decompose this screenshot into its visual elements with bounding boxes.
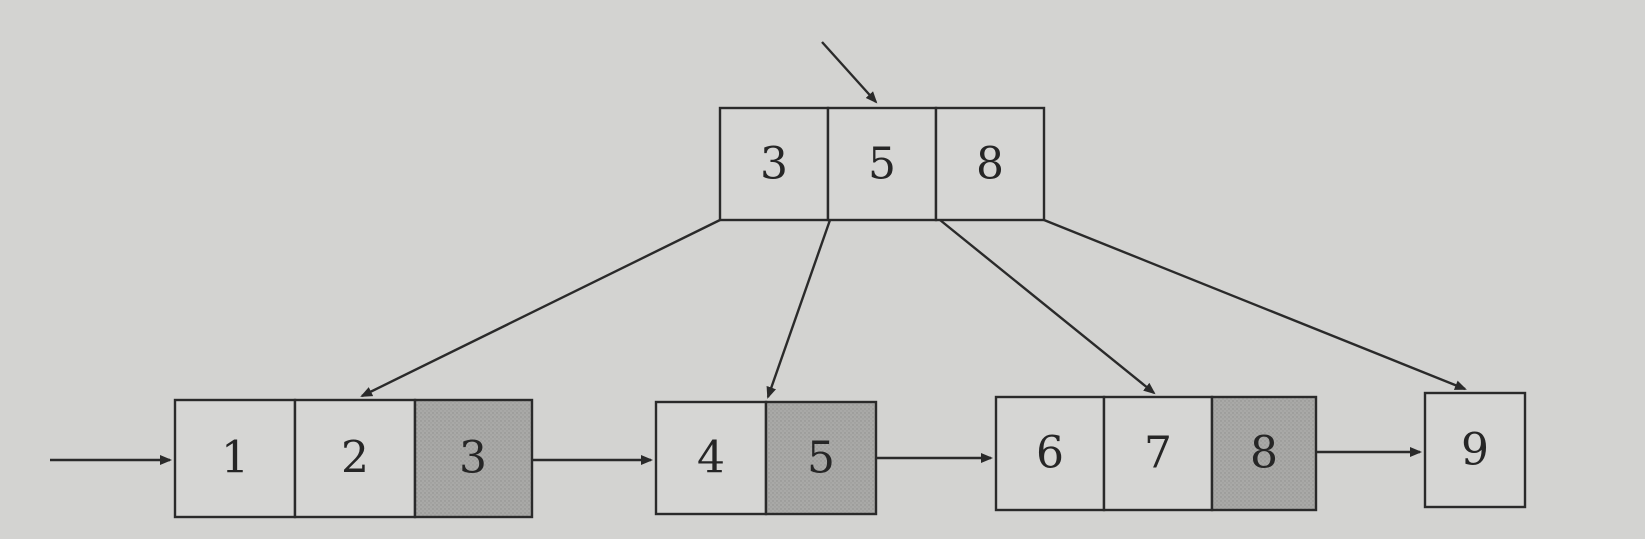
root-to-leaf-1-arrow [360, 218, 721, 398]
leaf-1-cell-1 [293, 398, 417, 519]
root-cell-2 [934, 106, 1046, 222]
root-cell-1 [826, 106, 938, 222]
root-to-leaf-3-arrow [939, 219, 1156, 395]
leaf-3-key-2: 8 [1250, 428, 1278, 479]
leaf-4-key-0: 9 [1461, 425, 1489, 476]
root-entry-arrow [821, 41, 878, 104]
root-key-0: 3 [760, 139, 788, 190]
root-cell-0 [718, 106, 830, 222]
leaf-node-3: 6 7 8 [994, 395, 1318, 512]
leaf-1-key-1: 2 [341, 433, 369, 484]
leaf-3-key-1: 7 [1144, 428, 1172, 479]
leaf-2-key-0: 4 [697, 433, 725, 484]
leaf-3-cell-1 [1102, 395, 1214, 512]
leaf-3-cell-2-highlighted [1210, 395, 1318, 512]
leaf-4-cell-0 [1423, 391, 1527, 509]
root-to-leaf-2-arrow [766, 219, 832, 399]
leaf-node-2: 4 5 [654, 400, 878, 516]
root-node: 3 5 8 [718, 106, 1046, 222]
leaf-2-key-1: 5 [807, 433, 835, 484]
root-key-1: 5 [868, 139, 896, 190]
leaf-3-cell-0 [994, 395, 1106, 512]
leaf-1-cell-0 [173, 398, 297, 519]
leaf-1-key-0: 1 [221, 433, 249, 484]
leaf-node-1: 1 2 3 [173, 398, 534, 519]
leaf-1-cell-2-highlighted [413, 398, 534, 519]
leaf-2-cell-1-highlighted [764, 400, 878, 516]
root-key-2: 8 [976, 139, 1004, 190]
root-to-leaf-4-arrow [1043, 218, 1467, 391]
leaf-1-key-2: 3 [459, 433, 487, 484]
leaf-3-key-0: 6 [1036, 428, 1064, 479]
leaf-node-4: 9 [1423, 391, 1527, 509]
